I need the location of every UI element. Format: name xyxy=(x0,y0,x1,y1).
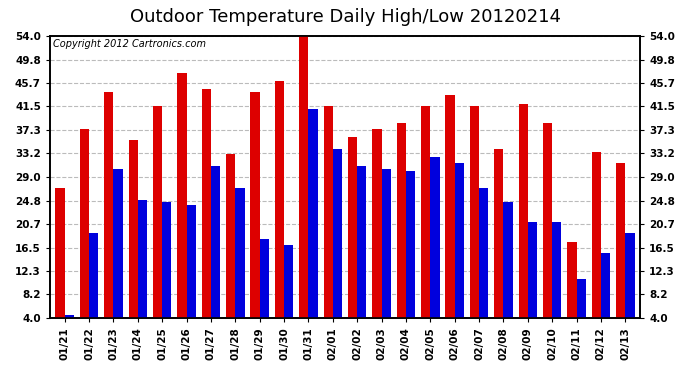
Bar xyxy=(113,168,123,318)
Bar xyxy=(128,140,138,318)
Bar xyxy=(138,200,147,318)
Bar xyxy=(382,168,391,318)
Bar xyxy=(55,188,65,318)
Text: Copyright 2012 Cartronics.com: Copyright 2012 Cartronics.com xyxy=(53,39,206,49)
Bar xyxy=(177,73,186,318)
Bar xyxy=(348,138,357,318)
Bar xyxy=(528,222,537,318)
Bar xyxy=(357,166,366,318)
Bar xyxy=(601,253,610,318)
Bar xyxy=(333,149,342,318)
Bar xyxy=(543,123,552,318)
Bar xyxy=(519,104,528,318)
Bar xyxy=(592,152,601,318)
Bar xyxy=(567,242,577,318)
Bar xyxy=(373,129,382,318)
Bar xyxy=(431,157,440,318)
Bar xyxy=(455,163,464,318)
Bar xyxy=(479,188,489,318)
Bar xyxy=(201,90,211,318)
Bar xyxy=(406,171,415,318)
Bar xyxy=(226,154,235,318)
Text: Outdoor Temperature Daily High/Low 20120214: Outdoor Temperature Daily High/Low 20120… xyxy=(130,8,560,26)
Bar xyxy=(625,233,635,318)
Bar xyxy=(577,279,586,318)
Bar xyxy=(446,95,455,318)
Bar xyxy=(235,188,244,318)
Bar xyxy=(89,233,98,318)
Bar xyxy=(211,166,220,318)
Bar xyxy=(308,109,317,318)
Bar xyxy=(324,106,333,318)
Bar xyxy=(284,245,293,318)
Bar xyxy=(275,81,284,318)
Bar xyxy=(616,163,625,318)
Bar xyxy=(504,202,513,318)
Bar xyxy=(153,106,162,318)
Bar xyxy=(186,205,196,318)
Bar xyxy=(104,92,113,318)
Bar xyxy=(259,239,269,318)
Bar xyxy=(397,123,406,318)
Bar xyxy=(80,129,89,318)
Bar xyxy=(421,106,431,318)
Bar xyxy=(470,106,479,318)
Bar xyxy=(162,202,171,318)
Bar xyxy=(65,315,74,318)
Bar xyxy=(250,92,259,318)
Bar xyxy=(299,36,308,318)
Bar xyxy=(552,222,562,318)
Bar xyxy=(494,149,504,318)
